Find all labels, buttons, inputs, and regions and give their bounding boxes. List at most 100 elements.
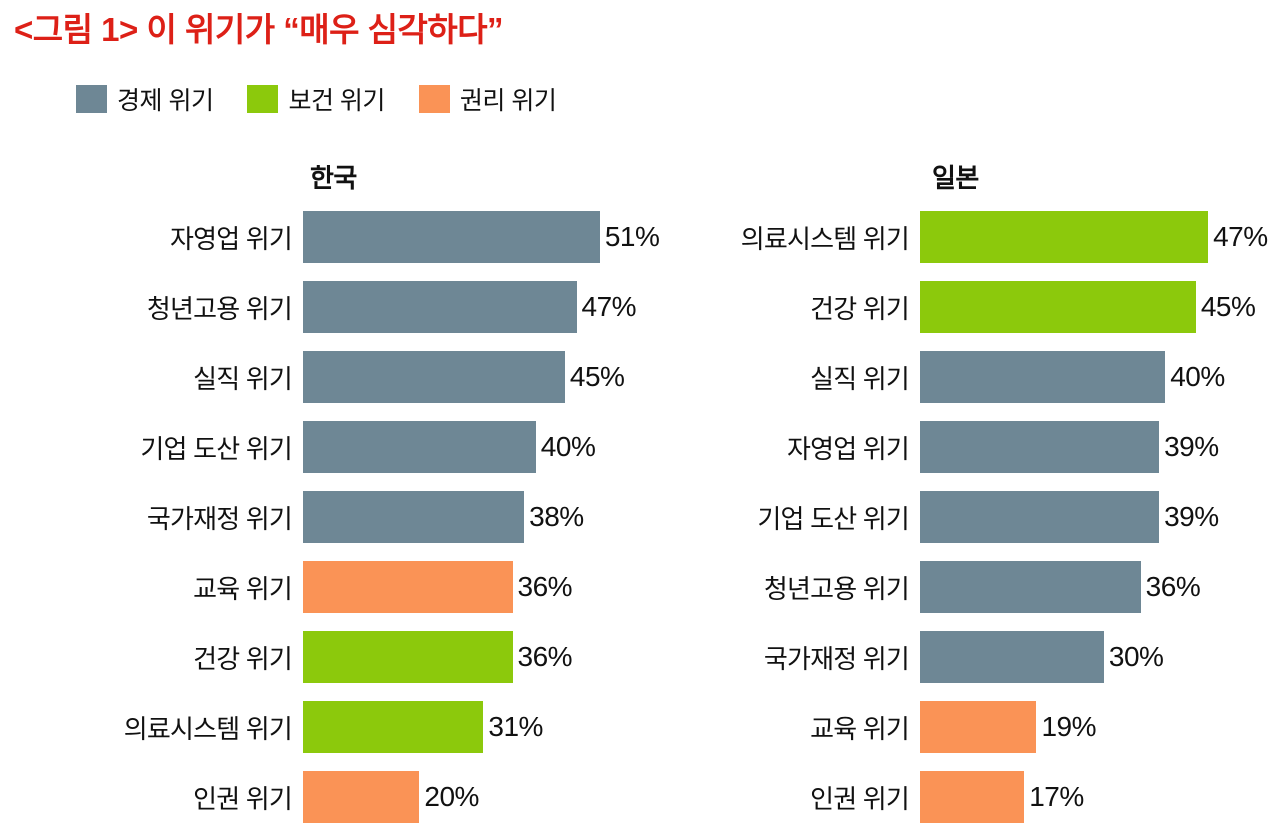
bar-row: 인권 위기 17%	[660, 762, 1280, 832]
bar-row-label: 기업 도산 위기	[757, 503, 909, 534]
bar-value-label: 45%	[569, 361, 625, 392]
bar-wrap: 45%	[920, 281, 1280, 333]
bar-row: 인권 위기 20%	[0, 762, 660, 832]
bar-wrap: 31%	[303, 701, 660, 753]
bar-economic	[303, 491, 525, 543]
bar-wrap: 40%	[920, 351, 1280, 403]
bar-row-label: 인권 위기	[193, 783, 293, 814]
bar-row-label: 의료시스템 위기	[123, 713, 293, 744]
bar-row: 기업 도산 위기 39%	[660, 482, 1280, 552]
legend: 경제 위기 보건 위기 권리 위기	[76, 81, 557, 117]
bar-rows-japan: 의료시스템 위기 47% 건강 위기 45% 실직 위기 40% 자영업 위기 39% 기업 도…	[660, 202, 1280, 832]
bar-rights	[303, 771, 420, 823]
bar-health	[303, 701, 484, 753]
bar-wrap: 17%	[920, 771, 1280, 823]
bar-economic	[920, 351, 1166, 403]
bar-value-label: 38%	[529, 501, 584, 532]
bar-value-label: 40%	[540, 431, 596, 462]
bar-value-label: 31%	[488, 711, 543, 742]
bar-wrap: 51%	[303, 211, 660, 263]
panel-header-japan: 일본	[932, 163, 979, 193]
legend-swatch-economic	[76, 85, 107, 113]
bar-wrap: 38%	[303, 491, 660, 543]
bar-row-label: 교육 위기	[810, 713, 910, 744]
bar-value-label: 30%	[1108, 641, 1164, 672]
page-title: <그림 1> 이 위기가 “매우 심각하다”	[14, 11, 504, 48]
bar-row-label: 실직 위기	[810, 363, 910, 394]
bar-row: 건강 위기 36%	[0, 622, 660, 692]
bar-economic	[303, 351, 565, 403]
bar-value-label: 36%	[1145, 571, 1201, 602]
bar-row: 청년고용 위기 36%	[660, 552, 1280, 622]
bar-row: 교육 위기 36%	[0, 552, 660, 622]
bar-value-label: 51%	[604, 221, 660, 252]
legend-item-economic: 경제 위기	[76, 81, 214, 117]
bar-row: 청년고용 위기 47%	[0, 272, 660, 342]
bar-row-label: 건강 위기	[193, 643, 293, 674]
bar-health	[920, 281, 1196, 333]
bar-wrap: 47%	[920, 211, 1280, 263]
bar-rows-korea: 자영업 위기 51% 청년고용 위기 47% 실직 위기 45% 기업 도산 위기 40% 국가…	[0, 202, 660, 832]
bar-value-label: 17%	[1029, 781, 1084, 812]
bar-row: 실직 위기 45%	[0, 342, 660, 412]
bar-value-label: 39%	[1164, 501, 1219, 532]
bar-row-label: 기업 도산 위기	[140, 433, 292, 464]
bar-row: 기업 도산 위기 40%	[0, 412, 660, 482]
bar-row-label: 청년고용 위기	[146, 293, 293, 324]
panel-header-korea: 한국	[310, 163, 357, 193]
bar-wrap: 40%	[303, 421, 660, 473]
legend-item-health: 보건 위기	[247, 81, 385, 117]
bar-wrap: 19%	[920, 701, 1280, 753]
bar-economic	[920, 561, 1141, 613]
bar-economic	[920, 631, 1104, 683]
bar-row: 자영업 위기 39%	[660, 412, 1280, 482]
bar-economic	[920, 421, 1160, 473]
bar-value-label: 40%	[1170, 361, 1225, 392]
bar-row: 국가재정 위기 30%	[660, 622, 1280, 692]
legend-swatch-rights	[418, 85, 450, 113]
bar-row: 자영업 위기 51%	[0, 202, 660, 272]
bar-row-label: 실직 위기	[193, 363, 293, 394]
bar-row-label: 자영업 위기	[169, 223, 293, 254]
bar-value-label: 20%	[424, 781, 479, 812]
bar-wrap: 39%	[920, 421, 1280, 473]
bar-wrap: 47%	[303, 281, 660, 333]
bar-row-label: 국가재정 위기	[146, 503, 293, 534]
bar-economic	[303, 281, 577, 333]
bar-value-label: 19%	[1041, 711, 1097, 742]
bar-row: 의료시스템 위기 47%	[660, 202, 1280, 272]
bar-value-label: 45%	[1200, 291, 1256, 322]
bar-value-label: 47%	[1213, 221, 1268, 252]
bar-rights	[920, 771, 1025, 823]
bar-row: 교육 위기 19%	[660, 692, 1280, 762]
bar-wrap: 36%	[303, 631, 660, 683]
bar-row-label: 의료시스템 위기	[740, 223, 910, 254]
bar-wrap: 30%	[920, 631, 1280, 683]
bar-row-label: 교육 위기	[193, 573, 293, 604]
bar-value-label: 47%	[581, 291, 637, 322]
bar-economic	[303, 421, 536, 473]
bar-wrap: 39%	[920, 491, 1280, 543]
bar-row-label: 청년고용 위기	[763, 573, 910, 604]
bar-economic	[303, 211, 600, 263]
bar-row-label: 인권 위기	[810, 783, 910, 814]
bar-wrap: 36%	[303, 561, 660, 613]
bar-economic	[920, 491, 1160, 543]
legend-swatch-health	[247, 85, 279, 113]
legend-label-health: 보건 위기	[288, 87, 385, 115]
bar-health	[920, 211, 1209, 263]
bar-wrap: 45%	[303, 351, 660, 403]
bar-row-label: 국가재정 위기	[763, 643, 910, 674]
legend-label-economic: 경제 위기	[117, 87, 214, 115]
bar-row: 실직 위기 40%	[660, 342, 1280, 412]
bar-row-label: 건강 위기	[810, 293, 910, 324]
bar-rights	[920, 701, 1037, 753]
bar-row-label: 자영업 위기	[786, 433, 910, 464]
legend-item-rights: 권리 위기	[418, 81, 557, 117]
bar-row: 국가재정 위기 38%	[0, 482, 660, 552]
bar-value-label: 36%	[517, 571, 573, 602]
bar-value-label: 36%	[517, 641, 573, 672]
bar-wrap: 36%	[920, 561, 1280, 613]
bar-row: 의료시스템 위기 31%	[0, 692, 660, 762]
